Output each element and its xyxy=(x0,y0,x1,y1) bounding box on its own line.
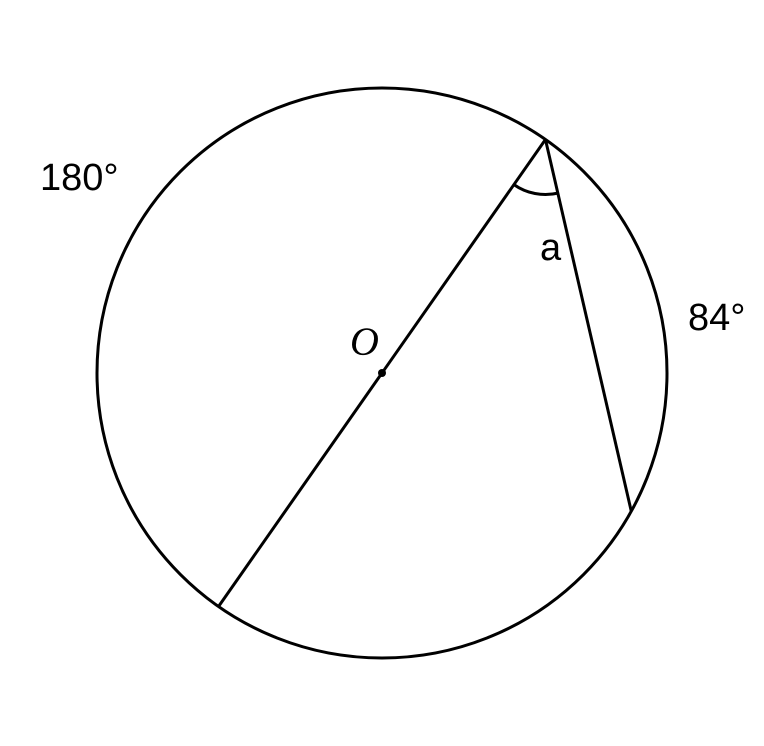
center-dot xyxy=(378,369,386,377)
arc-label-180: 180° xyxy=(40,157,119,199)
arc-label-84: 84° xyxy=(688,297,745,339)
center-label-o: O xyxy=(350,319,379,364)
angle-arc-a xyxy=(514,185,558,195)
geometry-diagram: O a 180° 84° xyxy=(0,0,764,746)
angle-label-a: a xyxy=(540,227,562,269)
chord-line xyxy=(545,140,631,512)
